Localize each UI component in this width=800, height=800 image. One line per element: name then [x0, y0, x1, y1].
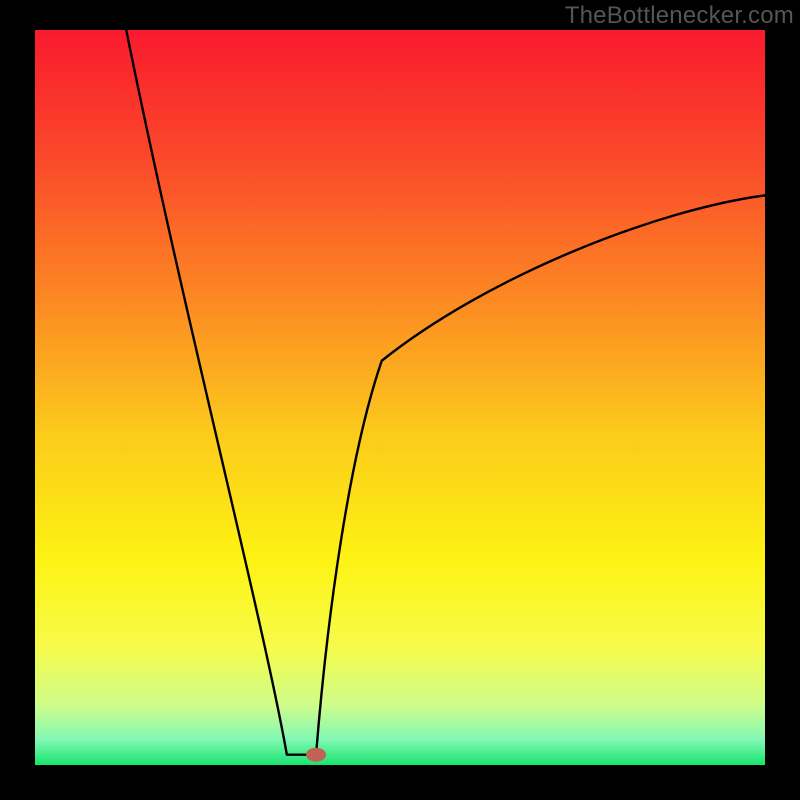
chart-container: TheBottlenecker.com	[0, 0, 800, 800]
optimum-marker	[306, 748, 326, 762]
plot-background	[35, 30, 765, 765]
watermark-text: TheBottlenecker.com	[565, 2, 794, 30]
bottleneck-chart	[0, 0, 800, 800]
